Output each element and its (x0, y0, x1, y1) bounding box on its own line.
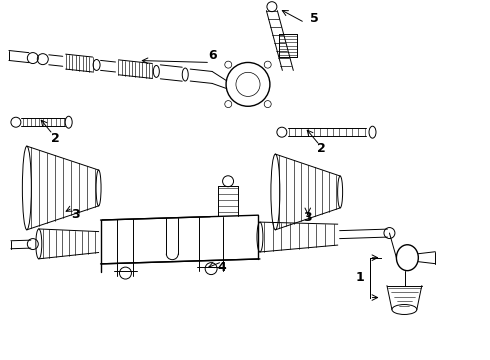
Text: 2: 2 (51, 132, 60, 145)
Text: 4: 4 (218, 261, 226, 274)
Text: 5: 5 (310, 12, 319, 25)
Text: 3: 3 (72, 208, 80, 221)
Text: 6: 6 (208, 49, 217, 62)
Text: 2: 2 (318, 141, 326, 155)
Text: 1: 1 (355, 271, 364, 284)
Text: 3: 3 (303, 211, 312, 224)
